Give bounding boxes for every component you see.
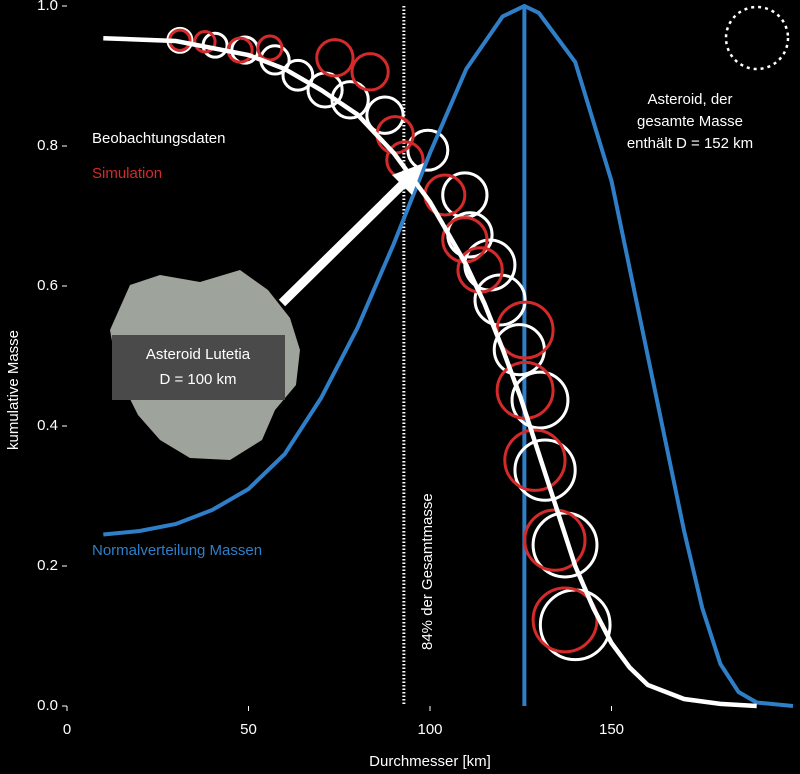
scale-circle (724, 5, 790, 71)
bubble (473, 273, 527, 327)
bubble (315, 38, 355, 78)
plot-area: 0.0 0.2 0.4 0.6 0.8 1.0 0 50 100 150 84% der Gesam… (37, 0, 794, 738)
y-tick-label: 0.6 (37, 277, 58, 294)
y-axis-label: kumulative Masse (5, 330, 22, 450)
bubble (503, 428, 567, 492)
y-tick-label: 1.0 (37, 0, 58, 14)
annotation: Asteroid Lutetia (146, 346, 251, 363)
y-tick-label: 0.2 (37, 557, 58, 574)
bubble (256, 34, 284, 62)
x-axis-label: Durchmesser [km] (369, 753, 491, 770)
legend-label: Normalverteilung Massen (92, 542, 262, 559)
bubble (531, 586, 599, 654)
bubble (423, 173, 467, 217)
arrow-head (392, 163, 424, 195)
bubble (365, 95, 405, 135)
bubble (350, 52, 390, 92)
y-tick-label: 0.4 (37, 417, 58, 434)
line (103, 35, 757, 709)
bubble (281, 58, 315, 92)
x-tick-label: 100 (417, 721, 442, 738)
y-tick-label: 0.0 (37, 697, 58, 714)
arrow-shaft (278, 178, 409, 307)
reference-label: 84% der Gesamtmasse (419, 493, 436, 650)
x-tick-label: 50 (240, 721, 257, 738)
bubble (406, 128, 450, 172)
x-tick-label: 0 (63, 721, 71, 738)
bubble (510, 370, 570, 430)
line (103, 3, 794, 708)
annotation-box (112, 335, 285, 400)
annotation: D = 100 km (159, 371, 236, 388)
annotation: enthält D = 152 km (627, 135, 753, 152)
legend-label: Simulation (92, 165, 162, 182)
legend-label: Beobachtungsdaten (92, 130, 225, 147)
y-tick-label: 0.8 (37, 137, 58, 154)
x-tick-label: 150 (599, 721, 624, 738)
bubble (193, 30, 217, 54)
annotation: gesamte Masse (637, 113, 743, 130)
bubble (513, 438, 577, 502)
annotation: Asteroid, der (647, 91, 732, 108)
bubble (375, 115, 415, 155)
